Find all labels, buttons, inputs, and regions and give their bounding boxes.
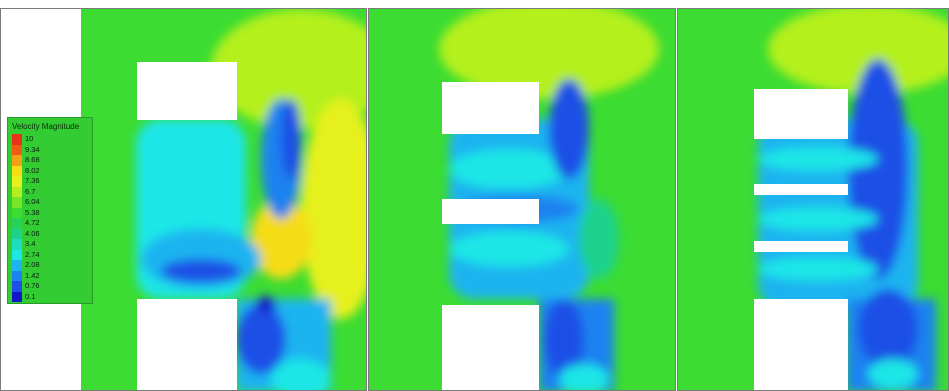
legend-label: 8.02 xyxy=(25,165,40,175)
contour-panel-2 xyxy=(368,8,676,391)
legend-label: 6.04 xyxy=(25,197,40,207)
legend-swatch xyxy=(12,186,22,197)
legend-row: 9.34 xyxy=(12,144,92,155)
legend-label: 2.08 xyxy=(25,260,40,270)
legend-label: 3.4 xyxy=(25,239,36,249)
legend-swatch xyxy=(12,260,22,271)
legend-row: 4.72 xyxy=(12,218,92,229)
legend-label: 9.34 xyxy=(25,144,40,154)
legend-row: 8.68 xyxy=(12,155,92,166)
legend-label: 10 xyxy=(25,134,34,144)
legend-title: Velocity Magnitude xyxy=(12,122,80,131)
legend-swatch xyxy=(12,239,22,250)
legend-swatch xyxy=(12,228,22,239)
contour-panel-3 xyxy=(677,8,949,391)
legend-label: 2.74 xyxy=(25,249,40,259)
legend-swatch xyxy=(12,165,22,176)
legend-row: 8.02 xyxy=(12,165,92,176)
legend-row: 1.42 xyxy=(12,270,92,281)
legend-rows: 10 9.34 8.68 8.02 7.36 6.7 6.04 5.38 4.72 4.06 3.4… xyxy=(12,134,92,302)
legend-swatch xyxy=(12,218,22,229)
legend-label: 8.68 xyxy=(25,155,40,165)
legend-label: 6.7 xyxy=(25,186,36,196)
legend-label: 4.72 xyxy=(25,218,40,228)
legend-row: 5.38 xyxy=(12,207,92,218)
legend-label: 1.42 xyxy=(25,270,40,280)
legend-swatch xyxy=(12,155,22,166)
legend-label: 5.38 xyxy=(25,207,40,217)
legend-row: 2.08 xyxy=(12,260,92,271)
legend-row: 4.06 xyxy=(12,228,92,239)
legend-label: 0.1 xyxy=(25,291,36,301)
legend-swatch xyxy=(12,249,22,260)
legend-swatch xyxy=(12,176,22,187)
legend-label: 4.06 xyxy=(25,228,40,238)
legend-swatch xyxy=(12,134,22,145)
legend-row: 2.74 xyxy=(12,249,92,260)
legend-swatch xyxy=(12,291,22,302)
legend-swatch xyxy=(12,281,22,292)
legend-label: 0.76 xyxy=(25,281,40,291)
velocity-legend: Velocity Magnitude 10 9.34 8.68 8.02 7.36 6.7… xyxy=(7,117,93,304)
legend-row: 6.04 xyxy=(12,197,92,208)
legend-swatch xyxy=(12,197,22,208)
legend-swatch xyxy=(12,270,22,281)
legend-swatch xyxy=(12,144,22,155)
legend-row: 3.4 xyxy=(12,239,92,250)
legend-row: 7.36 xyxy=(12,176,92,187)
legend-row: 6.7 xyxy=(12,186,92,197)
legend-label: 7.36 xyxy=(25,176,40,186)
legend-row: 0.76 xyxy=(12,281,92,292)
legend-row: 0.1 xyxy=(12,291,92,302)
legend-row: 10 xyxy=(12,134,92,145)
legend-swatch xyxy=(12,207,22,218)
